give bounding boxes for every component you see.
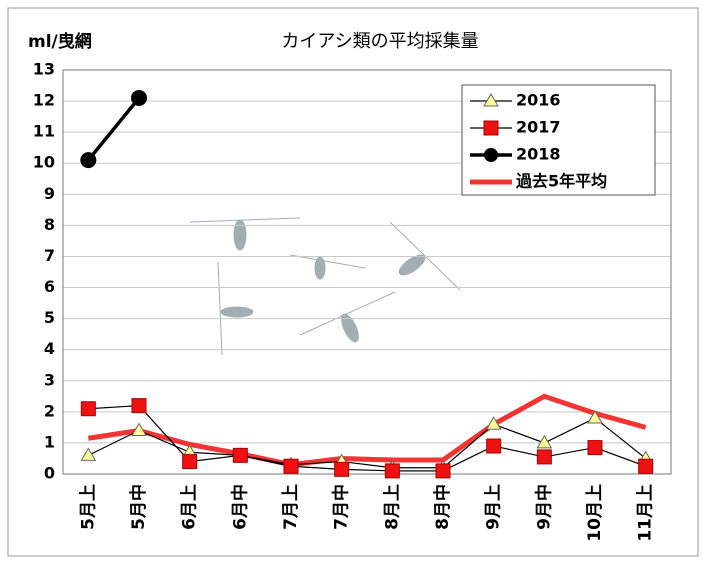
series bbox=[80, 398, 654, 479]
legend-marker bbox=[483, 120, 499, 136]
x-tick-label: 8月上 bbox=[382, 484, 402, 530]
x-tick-label: 6月上 bbox=[180, 484, 200, 530]
y-tick-label: 9 bbox=[44, 184, 55, 203]
legend-marker bbox=[483, 93, 499, 107]
series bbox=[80, 410, 654, 474]
y-tick-label: 7 bbox=[44, 246, 55, 265]
x-tick-label: 9月上 bbox=[484, 484, 504, 530]
series-line bbox=[86, 96, 141, 162]
marker bbox=[334, 461, 350, 477]
series-line bbox=[88, 417, 647, 469]
marker bbox=[131, 89, 147, 106]
legend-label: 2016 bbox=[516, 91, 561, 110]
marker bbox=[131, 422, 147, 436]
y-tick-label: 4 bbox=[44, 339, 55, 358]
y-tick-label: 2 bbox=[44, 401, 55, 420]
y-axis-label: ml/曳網 bbox=[28, 31, 92, 52]
marker bbox=[131, 398, 147, 414]
x-tick-label: 11月上 bbox=[636, 484, 656, 542]
legend-label: 2017 bbox=[516, 118, 561, 137]
y-tick-label: 11 bbox=[33, 122, 55, 141]
x-tick-label: 7月上 bbox=[281, 484, 301, 530]
x-tick-label: 9月中 bbox=[533, 484, 554, 530]
legend-marker bbox=[484, 148, 498, 162]
y-tick-label: 13 bbox=[33, 60, 55, 79]
x-tick-label: 8月中 bbox=[432, 484, 453, 530]
marker bbox=[283, 458, 299, 474]
marker bbox=[80, 447, 97, 461]
marker bbox=[384, 463, 400, 479]
series bbox=[80, 89, 147, 169]
legend: 2016 2017 2018 過去5年平均 bbox=[461, 84, 656, 196]
marker bbox=[80, 401, 96, 417]
marker bbox=[638, 458, 654, 474]
y-tick-label: 12 bbox=[33, 91, 55, 110]
chart-title: カイアシ類の平均採集量 bbox=[281, 31, 478, 52]
y-tick-label: 3 bbox=[44, 370, 55, 389]
marker bbox=[486, 438, 502, 454]
y-tick-label: 6 bbox=[44, 277, 55, 296]
chart-frame bbox=[7, 7, 699, 557]
marker bbox=[536, 449, 552, 465]
y-tick-label: 0 bbox=[44, 464, 55, 483]
marker bbox=[435, 463, 451, 479]
x-tick-label: 5月中 bbox=[128, 484, 149, 530]
x-tick-label: 10月上 bbox=[585, 484, 605, 542]
x-tick-label: 5月上 bbox=[78, 484, 98, 530]
plot-border bbox=[62, 69, 672, 475]
legend-label: 2018 bbox=[516, 145, 561, 164]
marker bbox=[587, 410, 603, 424]
marker bbox=[182, 454, 198, 470]
y-tick-label: 10 bbox=[33, 153, 55, 172]
marker bbox=[232, 447, 248, 463]
marker bbox=[485, 416, 502, 430]
y-tick-label: 1 bbox=[44, 432, 55, 451]
x-tick-label: 6月中 bbox=[229, 484, 250, 530]
series-line bbox=[87, 393, 647, 468]
marker bbox=[587, 440, 603, 456]
marker bbox=[536, 434, 553, 449]
series bbox=[87, 393, 647, 468]
y-tick-label: 5 bbox=[44, 308, 55, 327]
y-tick-label: 8 bbox=[44, 215, 55, 234]
x-tick-label: 7月中 bbox=[331, 484, 352, 530]
copepod-illustration bbox=[189, 217, 461, 356]
marker bbox=[80, 152, 97, 169]
legend-label: 過去5年平均 bbox=[515, 172, 607, 191]
series-line bbox=[88, 405, 646, 472]
